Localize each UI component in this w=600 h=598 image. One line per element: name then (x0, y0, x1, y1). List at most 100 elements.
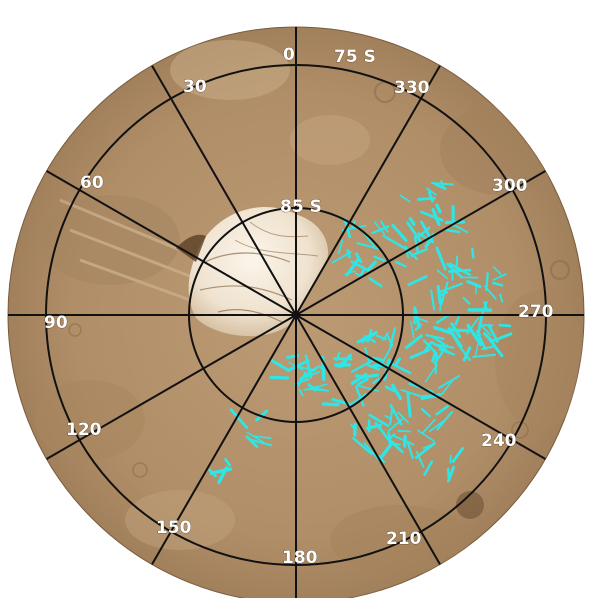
feature-mark (447, 268, 472, 273)
meridian-210 (295, 314, 441, 565)
feature-mark (359, 267, 366, 277)
feature-mark (307, 383, 317, 392)
feature-mark (368, 277, 383, 288)
longitude-labels: 0 30 60 90 120 150 180 210 240 270 300 3… (44, 45, 554, 569)
meridian-30 (151, 65, 297, 316)
feature-mark (345, 258, 360, 277)
feature-mark (436, 269, 449, 280)
latitude-labels: 75 S 85 S (280, 47, 376, 218)
feature-mark (421, 418, 436, 435)
feature-mark (450, 222, 469, 234)
feature-mark (499, 293, 504, 303)
meridian-300 (295, 170, 546, 316)
longitude-label-60: 60 (80, 173, 104, 193)
feature-mark (361, 332, 378, 344)
feature-mark (378, 440, 395, 461)
latitude-label-75s: 75 S (334, 47, 376, 67)
feature-mark (386, 436, 404, 454)
feature-mark (406, 221, 422, 243)
feature-mark (492, 266, 502, 276)
feature-mark (430, 289, 436, 311)
feature-mark (391, 383, 403, 400)
feature-mark (435, 404, 449, 416)
feature-mark (410, 247, 429, 257)
feature-mark (462, 346, 472, 362)
feature-mark (488, 337, 504, 358)
feature-mark (335, 363, 352, 368)
feature-mark (471, 247, 475, 259)
feature-mark (352, 437, 373, 455)
feature-mark (405, 245, 410, 259)
feature-mark (414, 323, 423, 331)
longitude-label-210: 210 (386, 529, 422, 549)
feature-mark (321, 402, 340, 407)
longitude-label-90: 90 (44, 313, 68, 333)
feature-mark (407, 275, 428, 287)
feature-mark (373, 221, 386, 235)
feature-mark (415, 450, 425, 468)
feature-mark (435, 313, 451, 324)
feature-mark (450, 322, 462, 339)
feature-mark (462, 296, 471, 305)
feature-mark (356, 242, 381, 250)
feature-mark (224, 457, 232, 467)
feature-mark (375, 334, 387, 341)
feature-mark (432, 343, 455, 349)
meridian-150 (151, 314, 297, 565)
feature-mark (354, 252, 363, 264)
feature-mark (299, 365, 319, 381)
feature-mark (245, 435, 259, 449)
longitude-label-150: 150 (156, 518, 192, 538)
feature-mark (409, 348, 431, 359)
feature-mark (466, 323, 483, 347)
feature-mark (356, 330, 378, 344)
feature-mark (437, 375, 460, 389)
longitude-label-270: 270 (518, 302, 554, 322)
feature-mark (410, 321, 415, 339)
feature-mark (294, 377, 310, 385)
feature-mark (389, 408, 394, 426)
feature-mark (388, 361, 412, 375)
feature-mark (439, 282, 464, 293)
feature-mark (392, 434, 415, 446)
feature-mark (423, 460, 434, 476)
feature-mark (397, 429, 412, 433)
feature-mark (472, 353, 497, 358)
feature-mark (368, 413, 390, 428)
feature-mark (246, 431, 265, 443)
feature-mark (372, 377, 380, 385)
feature-mark (355, 385, 365, 407)
feature-mark (492, 281, 504, 287)
feature-mark (440, 379, 454, 396)
feature-mark (416, 226, 431, 239)
feature-mark (366, 363, 380, 371)
feature-mark (430, 334, 446, 346)
feature-mark (346, 249, 351, 259)
longitude-label-300: 300 (492, 176, 528, 196)
feature-mark (298, 388, 304, 397)
feature-mark (229, 408, 249, 429)
longitude-label-240: 240 (481, 431, 517, 451)
feature-mark (408, 216, 416, 226)
feature-mark (348, 392, 368, 407)
feature-mark (380, 343, 394, 365)
feature-mark (445, 228, 461, 234)
feature-mark (208, 468, 217, 478)
latitude-label-85s: 85 S (280, 197, 322, 217)
feature-mark (270, 358, 291, 373)
feature-mark (250, 438, 272, 447)
feature-mark (406, 391, 412, 418)
feature-mark (492, 273, 507, 281)
feature-mark (373, 255, 386, 262)
feature-mark (423, 341, 433, 353)
feature-mark (440, 281, 449, 306)
feature-mark (454, 316, 460, 326)
meridian-240 (295, 314, 546, 460)
feature-mark (354, 272, 363, 278)
feature-mark (439, 299, 442, 312)
feature-mark (286, 359, 310, 372)
feature-mark (387, 416, 405, 432)
feature-mark (391, 223, 408, 242)
longitude-label-0: 0 (283, 45, 295, 65)
feature-mark (425, 187, 437, 196)
